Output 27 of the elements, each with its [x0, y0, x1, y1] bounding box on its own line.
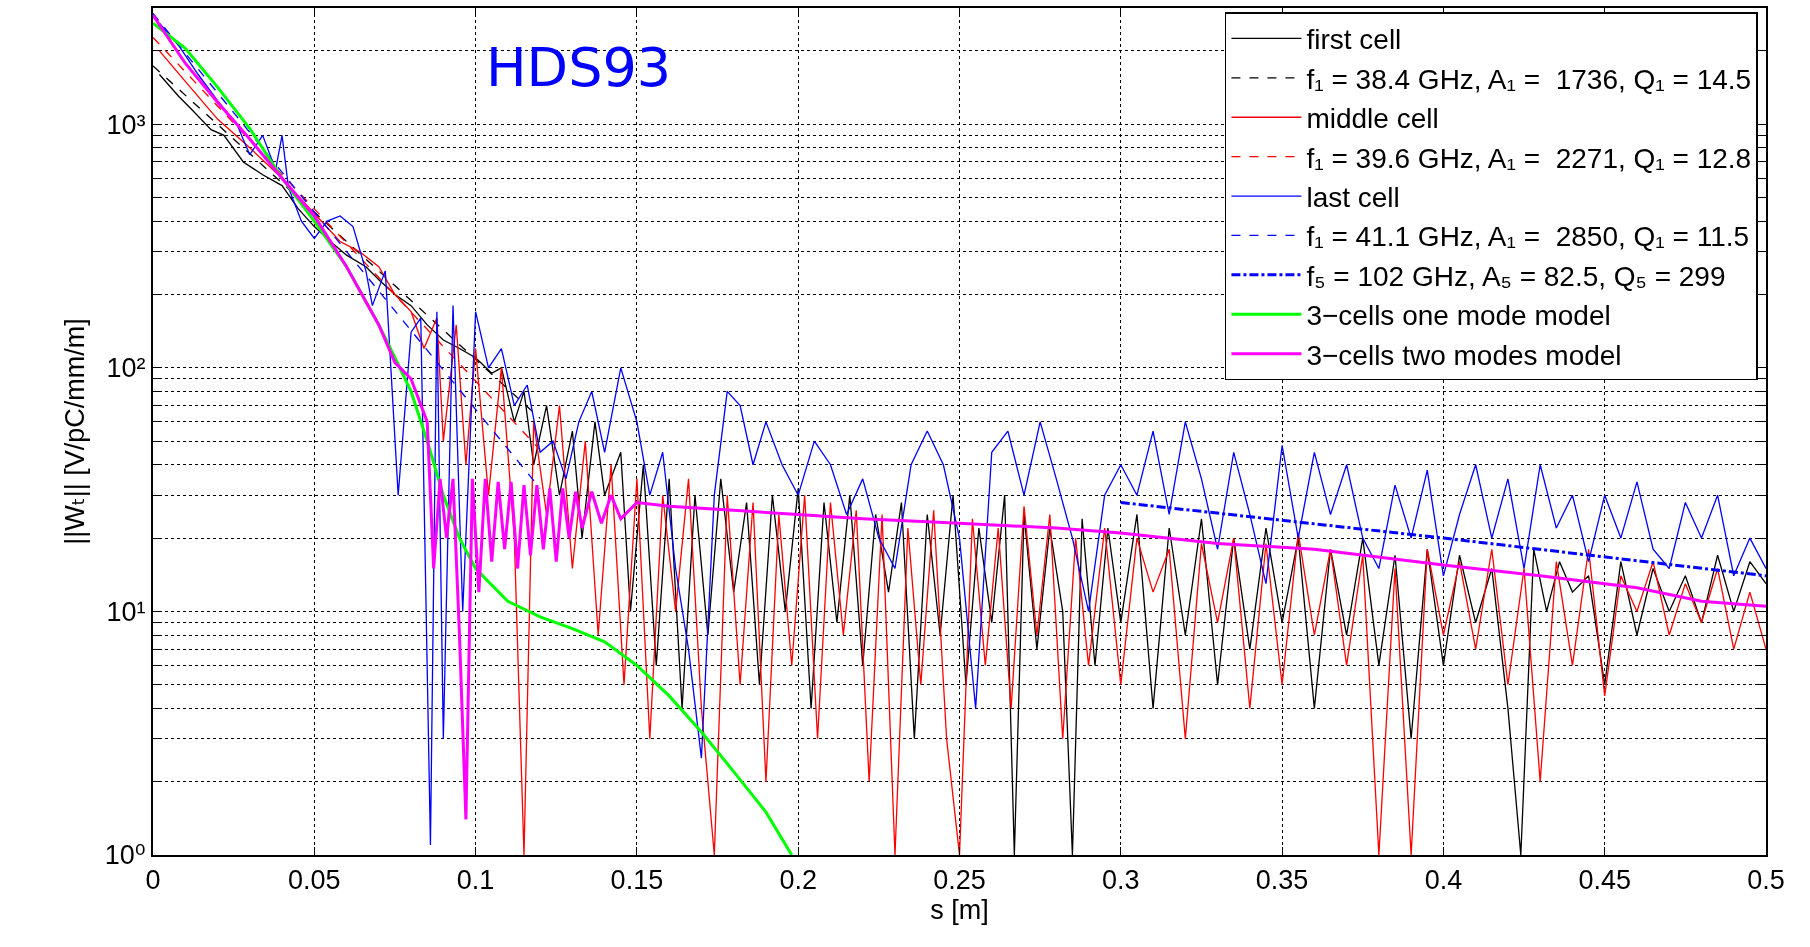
annotation: HDS93 — [486, 36, 672, 99]
legend-label: 3−cells two modes model — [1306, 339, 1622, 371]
y-tick-label: 10⁰ — [104, 840, 146, 871]
x-tick-label: 0.5 — [1747, 865, 1785, 896]
y-tick-label: 10² — [106, 353, 146, 384]
x-tick-label: 0.3 — [1102, 865, 1140, 896]
x-tick-label: 0.25 — [933, 865, 986, 896]
x-tick-label: 0.4 — [1424, 865, 1463, 896]
legend-label: last cell — [1306, 181, 1400, 213]
legend-label: 3−cells one mode model — [1306, 300, 1611, 332]
y-tick-label: 10¹ — [106, 596, 146, 627]
legend-label: middle cell — [1306, 103, 1439, 135]
y-tick-label: 10³ — [106, 109, 146, 140]
x-tick-label: 0.1 — [456, 865, 495, 896]
legend-label: first cell — [1306, 24, 1402, 56]
legend-label: f₁ = 39.6 GHz, A₁ = 2271, Q₁ = 12.8 — [1306, 142, 1752, 174]
legend-label: f₅ = 102 GHz, A₅ = 82.5, Q₅ = 299 — [1306, 260, 1726, 292]
y-axis-title: ||Wₜ|| [V/pC/mm/m] — [60, 318, 91, 545]
x-tick-label: 0.45 — [1578, 865, 1631, 896]
x-tick-label: 0.05 — [288, 865, 341, 896]
legend-label: f₁ = 41.1 GHz, A₁ = 2850, Q₁ = 11.5 — [1306, 221, 1750, 253]
x-tick-label: 0.15 — [610, 865, 664, 896]
x-tick-label: 0 — [145, 865, 161, 896]
x-tick-label: 0.2 — [779, 865, 817, 896]
x-axis-title: s [m] — [930, 895, 989, 926]
legend-label: f₁ = 38.4 GHz, A₁ = 1736, Q₁ = 14.5 — [1306, 63, 1752, 95]
x-tick-label: 0.35 — [1255, 865, 1309, 896]
